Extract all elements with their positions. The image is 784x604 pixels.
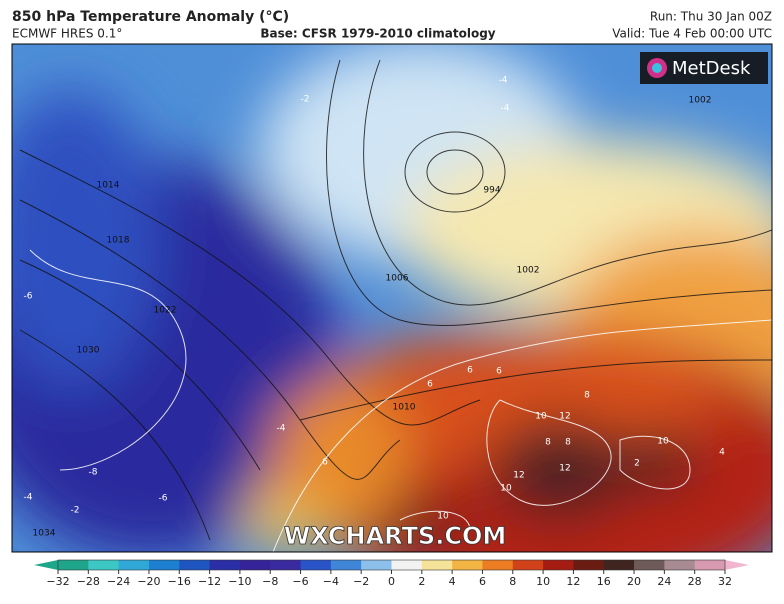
contour-label: 8	[565, 438, 571, 448]
contour-label: 10	[500, 484, 512, 494]
colorbar-tick-label: −28	[77, 575, 100, 588]
colorbar-tick-label: −24	[107, 575, 130, 588]
colorbar-segment	[603, 560, 635, 570]
contour-label: 10	[535, 412, 547, 422]
colorbar-end	[34, 560, 58, 570]
colorbar-segment	[179, 560, 211, 570]
contour-label: -2	[71, 506, 80, 516]
colorbar-tick-label: −20	[137, 575, 160, 588]
map-frame	[11, 43, 773, 553]
colorbar-segment	[482, 560, 514, 570]
colorbar-tick-label: −4	[323, 575, 339, 588]
contour-label: 994	[483, 186, 500, 196]
contour-label: 1014	[97, 181, 120, 191]
colorbar-segment	[421, 560, 453, 570]
contour-label: -4	[24, 493, 33, 503]
contour-label: -6	[24, 292, 33, 302]
contour-label: 8	[545, 438, 551, 448]
contour-label: 1030	[77, 346, 100, 356]
colorbar-segment	[573, 560, 605, 570]
contour-label: 12	[559, 412, 570, 422]
colorbar-tick-label: −12	[198, 575, 221, 588]
colorbar-segment	[239, 560, 271, 570]
colorbar-tick-label: 12	[566, 575, 580, 588]
colorbar-segment	[209, 560, 241, 570]
title: 850 hPa Temperature Anomaly (°C)	[12, 9, 289, 25]
watermark: WXCHARTS.COM	[284, 522, 506, 550]
colorbar-tick-label: 0	[388, 575, 395, 588]
colorbar-segment	[361, 560, 392, 570]
colorbar-tick-label: −10	[228, 575, 251, 588]
colorbar-tick-label: −32	[46, 575, 69, 588]
contour-label: 8	[584, 391, 590, 401]
contour-label: 1034	[33, 529, 56, 539]
run: Run: Thu 30 Jan 00Z	[650, 10, 772, 24]
colorbar-segment	[300, 560, 332, 570]
contour-label: 12	[513, 471, 524, 481]
contour-label: -2	[301, 95, 310, 105]
colorbar-segment	[694, 560, 726, 570]
colorbar-segment	[58, 560, 89, 570]
contour-label: -4	[277, 424, 286, 434]
logo: MetDesk	[672, 58, 751, 79]
colorbar-segment	[543, 560, 574, 570]
colorbar-segment	[88, 560, 120, 570]
colorbar-tick-label: 20	[627, 575, 641, 588]
colorbar-segment	[118, 560, 150, 570]
contour-label: 12	[559, 464, 570, 474]
colorbar-tick-label: 4	[449, 575, 456, 588]
colorbar-segment	[664, 560, 696, 570]
colorbar-segment	[270, 560, 302, 570]
colorbar-tick-label: 32	[718, 575, 732, 588]
contour-label: -4	[501, 104, 510, 114]
contour-label: 6	[496, 367, 502, 377]
colorbar-tick-label: −16	[168, 575, 191, 588]
colorbar-segment	[512, 560, 544, 570]
contour-label: 6	[427, 380, 433, 390]
colorbar-segment	[148, 560, 180, 570]
contour-label: -6	[159, 494, 168, 504]
contour-label: 1022	[154, 306, 177, 316]
contour-label: 1010	[393, 403, 416, 413]
colorbar-tick-label: 24	[657, 575, 671, 588]
contour-label: 1002	[517, 266, 540, 276]
colorbar-tick-label: 10	[536, 575, 550, 588]
colorbar-tick-label: −8	[262, 575, 278, 588]
contour-label: 6	[322, 458, 328, 468]
colorbar-tick-label: 16	[597, 575, 611, 588]
model: ECMWF HRES 0.1°	[12, 27, 122, 41]
colorbar-tick-label: 28	[688, 575, 702, 588]
colorbar-tick-label: −6	[292, 575, 308, 588]
colorbar-tick-label: 8	[509, 575, 516, 588]
contour-label: 1006	[386, 274, 409, 284]
map: 101410181022103010349941002100610101002-…	[12, 44, 772, 552]
colorbar-end	[725, 560, 749, 570]
colorbar-segment	[634, 560, 665, 570]
colorbar-segment	[452, 560, 483, 570]
contour-label: 1018	[107, 236, 130, 246]
colorbar-segment	[391, 560, 423, 570]
contour-label: 2	[634, 459, 640, 469]
colorbar-tick-label: −2	[353, 575, 369, 588]
contour-label: 10	[437, 512, 449, 522]
colorbar-tick-label: 2	[418, 575, 425, 588]
logo-box: MetDesk	[640, 52, 768, 84]
contour-label: 4	[719, 448, 725, 458]
contour-label: -8	[89, 468, 98, 478]
contour-label: -4	[499, 76, 508, 86]
contour-label: 10	[657, 437, 669, 447]
valid: Valid: Tue 4 Feb 00:00 UTC	[612, 27, 772, 41]
base: Base: CFSR 1979-2010 climatology	[260, 27, 495, 41]
contour-label: 1002	[689, 96, 712, 106]
colorbar-tick-label: 6	[479, 575, 486, 588]
colorbar-segment	[330, 560, 362, 570]
contour-label: 6	[467, 366, 473, 376]
